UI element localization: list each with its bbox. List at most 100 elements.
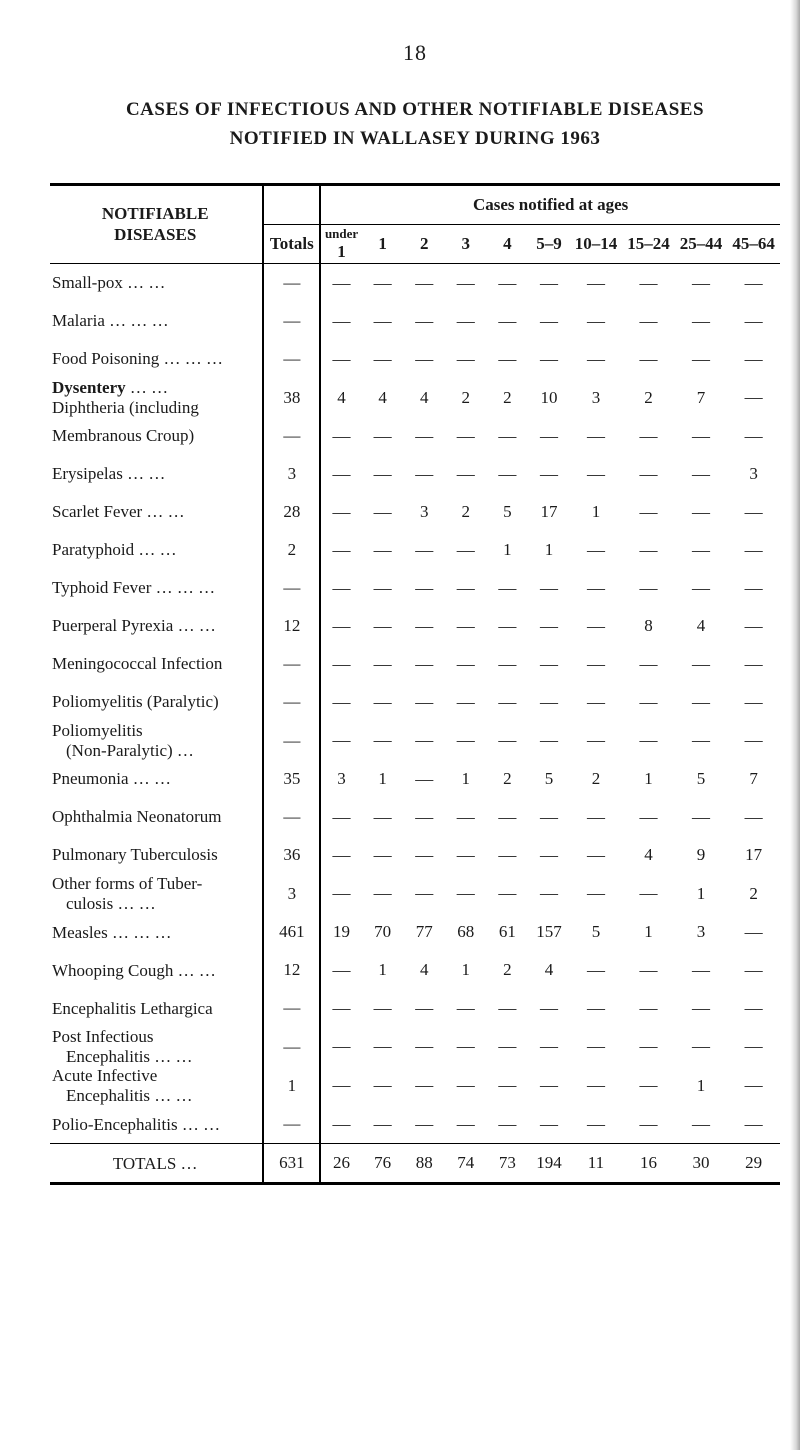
row-cell: — (362, 455, 404, 493)
row-cell: — (727, 1105, 780, 1143)
bottom-rule (50, 1182, 780, 1185)
row-cell: — (320, 874, 362, 913)
row-cell: — (622, 798, 675, 836)
row-cell: — (570, 836, 623, 874)
stub-header-1: NOTIFIABLE (52, 204, 258, 224)
row-cell: 4 (320, 378, 362, 417)
row-cell: 9 (675, 836, 728, 874)
row-cell: 1 (622, 913, 675, 951)
row-cell: — (727, 493, 780, 531)
row-cell: 4 (622, 836, 675, 874)
row-total: — (263, 417, 320, 455)
row-cell: — (487, 798, 529, 836)
row-cell: 7 (675, 378, 728, 417)
row-label: Malaria … … … (50, 302, 263, 340)
totals-c4: 73 (487, 1144, 529, 1182)
row-cell: — (445, 455, 487, 493)
row-cell: — (570, 1027, 623, 1066)
row-label-line1: Dysentery … … (52, 378, 258, 398)
page-number: 18 (50, 40, 780, 66)
row-cell: — (570, 645, 623, 683)
row-total: — (263, 340, 320, 378)
row-cell: — (528, 302, 570, 340)
row-cell: — (362, 493, 404, 531)
table-row: Membranous Croup)——————————— (50, 417, 780, 455)
row-cell: — (320, 989, 362, 1027)
row-cell: — (675, 455, 728, 493)
row-cell: — (727, 913, 780, 951)
totals-c9: 29 (727, 1144, 780, 1182)
row-label-line2: Diphtheria (including (52, 398, 258, 418)
table-row: Poliomyelitis (Paralytic)——————————— (50, 683, 780, 721)
row-cell: 10 (528, 378, 570, 417)
row-cell: — (675, 645, 728, 683)
row-cell: — (403, 836, 445, 874)
row-cell: — (320, 836, 362, 874)
row-cell: — (403, 760, 445, 798)
totals-c5: 194 (528, 1144, 570, 1182)
row-cell: 4 (362, 378, 404, 417)
row-cell: — (403, 569, 445, 607)
row-cell: — (445, 683, 487, 721)
row-cell: — (487, 721, 529, 760)
page-container: { "page_number": "18", "title_lines": [ … (0, 0, 800, 1225)
row-cell: 4 (528, 951, 570, 989)
table-row: Poliomyelitis(Non-Paralytic) …——————————… (50, 721, 780, 760)
row-label: Encephalitis Lethargica (50, 989, 263, 1027)
row-cell: — (622, 721, 675, 760)
row-cell: — (403, 1027, 445, 1066)
row-cell: 1 (362, 760, 404, 798)
row-cell: — (445, 721, 487, 760)
row-label-line2: (Non-Paralytic) … (52, 741, 258, 761)
row-cell: — (445, 417, 487, 455)
row-cell: — (320, 493, 362, 531)
row-cell: — (320, 1105, 362, 1143)
row-cell: — (675, 683, 728, 721)
table-row: Scarlet Fever … …28——325171——— (50, 493, 780, 531)
row-total: — (263, 264, 320, 303)
row-cell: — (403, 645, 445, 683)
row-cell: 2 (445, 378, 487, 417)
row-cell: 17 (727, 836, 780, 874)
totals-c7: 16 (622, 1144, 675, 1182)
row-cell: — (320, 951, 362, 989)
row-cell: 3 (675, 913, 728, 951)
row-cell: — (445, 569, 487, 607)
row-total: 36 (263, 836, 320, 874)
row-total: — (263, 1027, 320, 1066)
age-h-15-24: 15–24 (622, 225, 675, 264)
row-cell: — (320, 302, 362, 340)
table-row: Polio-Encephalitis … …——————————— (50, 1105, 780, 1143)
row-cell: 1 (445, 951, 487, 989)
table-row: Pulmonary Tuberculosis36———————4917 (50, 836, 780, 874)
row-label: Pneumonia … … (50, 760, 263, 798)
row-cell: — (570, 531, 623, 569)
row-label-line1: Post Infectious (52, 1027, 258, 1047)
totals-label: TOTALS … (50, 1144, 263, 1182)
row-cell: — (528, 455, 570, 493)
row-cell: — (487, 1066, 529, 1105)
age-h-45-64: 45–64 (727, 225, 780, 264)
row-cell: 157 (528, 913, 570, 951)
row-cell: — (528, 607, 570, 645)
row-cell: 2 (570, 760, 623, 798)
row-cell: — (403, 874, 445, 913)
row-cell: — (487, 302, 529, 340)
totals-header: Totals (263, 225, 320, 264)
row-cell: 3 (570, 378, 623, 417)
row-cell: — (528, 569, 570, 607)
age-span-header: Cases notified at ages (320, 186, 780, 225)
row-cell: — (528, 340, 570, 378)
diseases-table: NOTIFIABLE DISEASES Cases notified at ag… (50, 186, 780, 1182)
age-h-under-top: under (321, 226, 362, 242)
row-cell: — (487, 874, 529, 913)
table-row: Dysentery … …Diphtheria (including384442… (50, 378, 780, 417)
row-cell: — (362, 1027, 404, 1066)
row-cell: 2 (487, 951, 529, 989)
row-total: — (263, 721, 320, 760)
table-row: Ophthalmia Neonatorum——————————— (50, 798, 780, 836)
row-cell: — (362, 645, 404, 683)
row-cell: — (528, 1066, 570, 1105)
row-cell: — (570, 874, 623, 913)
row-cell: — (675, 302, 728, 340)
